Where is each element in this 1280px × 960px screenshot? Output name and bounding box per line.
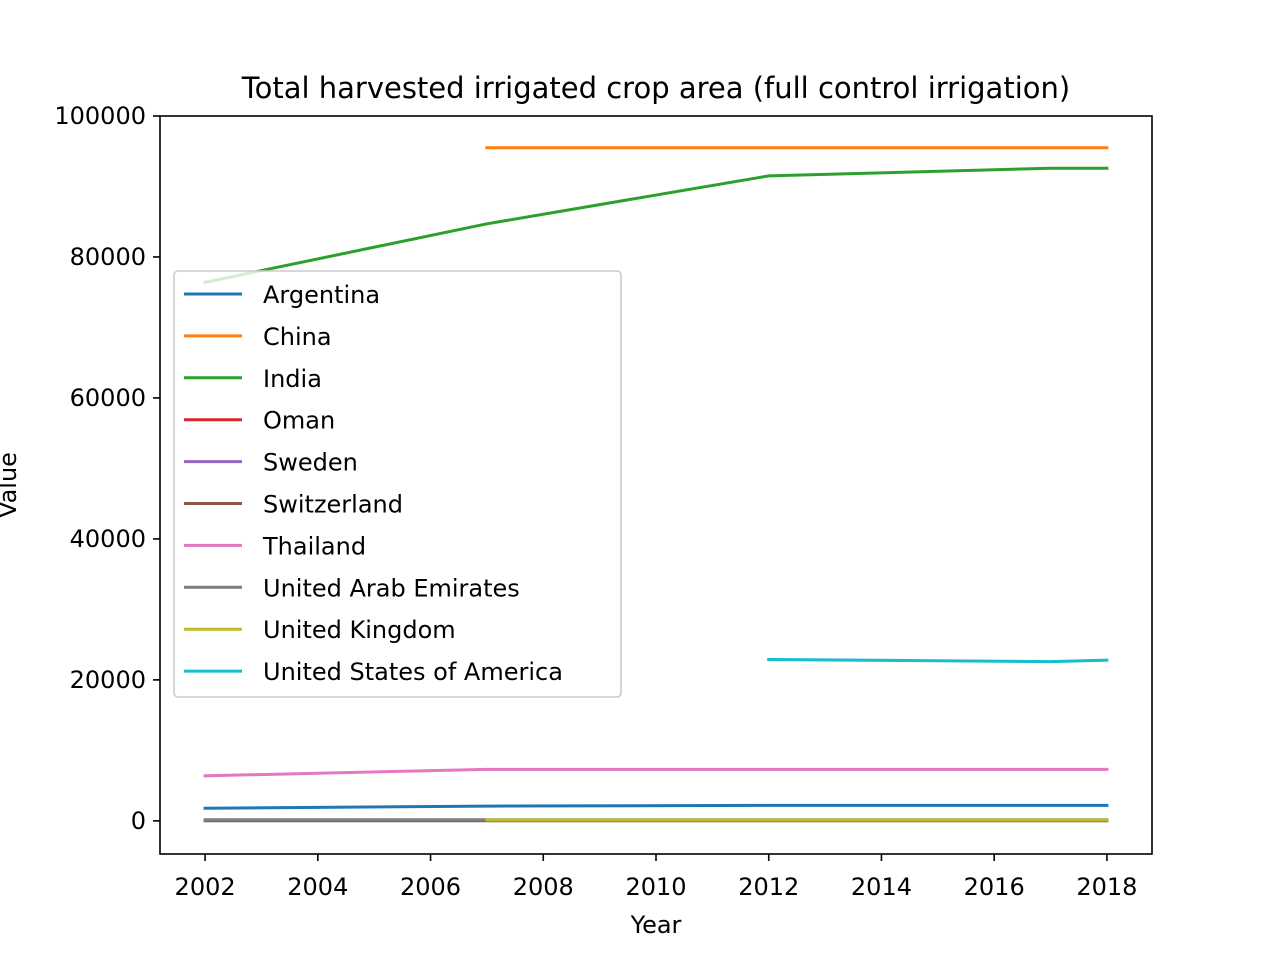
x-tick-label: 2016 [964, 873, 1025, 901]
x-axis-title: Year [630, 911, 682, 939]
x-axis: 2002 2004 2006 2008 2010 2012 2014 2016 2018 [175, 854, 1137, 901]
chart-title: Total harvested irrigated crop area (ful… [241, 71, 1070, 105]
series-layer [203, 146, 1109, 823]
legend-label: Switzerland [263, 491, 403, 519]
legend-label: United Arab Emirates [263, 574, 520, 602]
series-line-1 [203, 803, 1109, 810]
legend-label: Argentina [263, 281, 380, 309]
legend-label: United Kingdom [263, 616, 456, 644]
x-tick-label: 2010 [625, 873, 686, 901]
y-tick-label: 20000 [70, 666, 146, 694]
series-line-3 [203, 166, 1109, 285]
legend-box [173, 270, 622, 698]
x-tick-label: 2002 [175, 873, 236, 901]
y-tick-label: 0 [131, 807, 146, 835]
y-axis: 0 20000 40000 60000 80000 100000 [54, 102, 160, 835]
legend-label: India [263, 365, 322, 393]
y-tick-label: 40000 [70, 525, 146, 553]
legend-label: United States of America [263, 658, 563, 686]
series-line-7 [203, 767, 1109, 778]
series-line-10 [767, 657, 1109, 664]
y-tick-label: 80000 [70, 243, 146, 271]
y-tick-label: 100000 [54, 102, 146, 130]
x-tick-label: 2012 [738, 873, 799, 901]
x-tick-label: 2008 [513, 873, 574, 901]
x-tick-label: 2006 [400, 873, 461, 901]
legend-label: Sweden [263, 449, 358, 477]
legend-label: China [263, 323, 332, 351]
legend-label: Thailand [262, 532, 366, 560]
x-tick-label: 2014 [851, 873, 912, 901]
y-axis-title: Value [0, 452, 22, 518]
x-tick-label: 2004 [287, 873, 348, 901]
x-tick-label: 2018 [1076, 873, 1137, 901]
legend: Argentina China India Oman Sweden Switzerland… [173, 270, 622, 698]
legend-label: Oman [263, 407, 335, 435]
y-tick-label: 60000 [70, 384, 146, 412]
